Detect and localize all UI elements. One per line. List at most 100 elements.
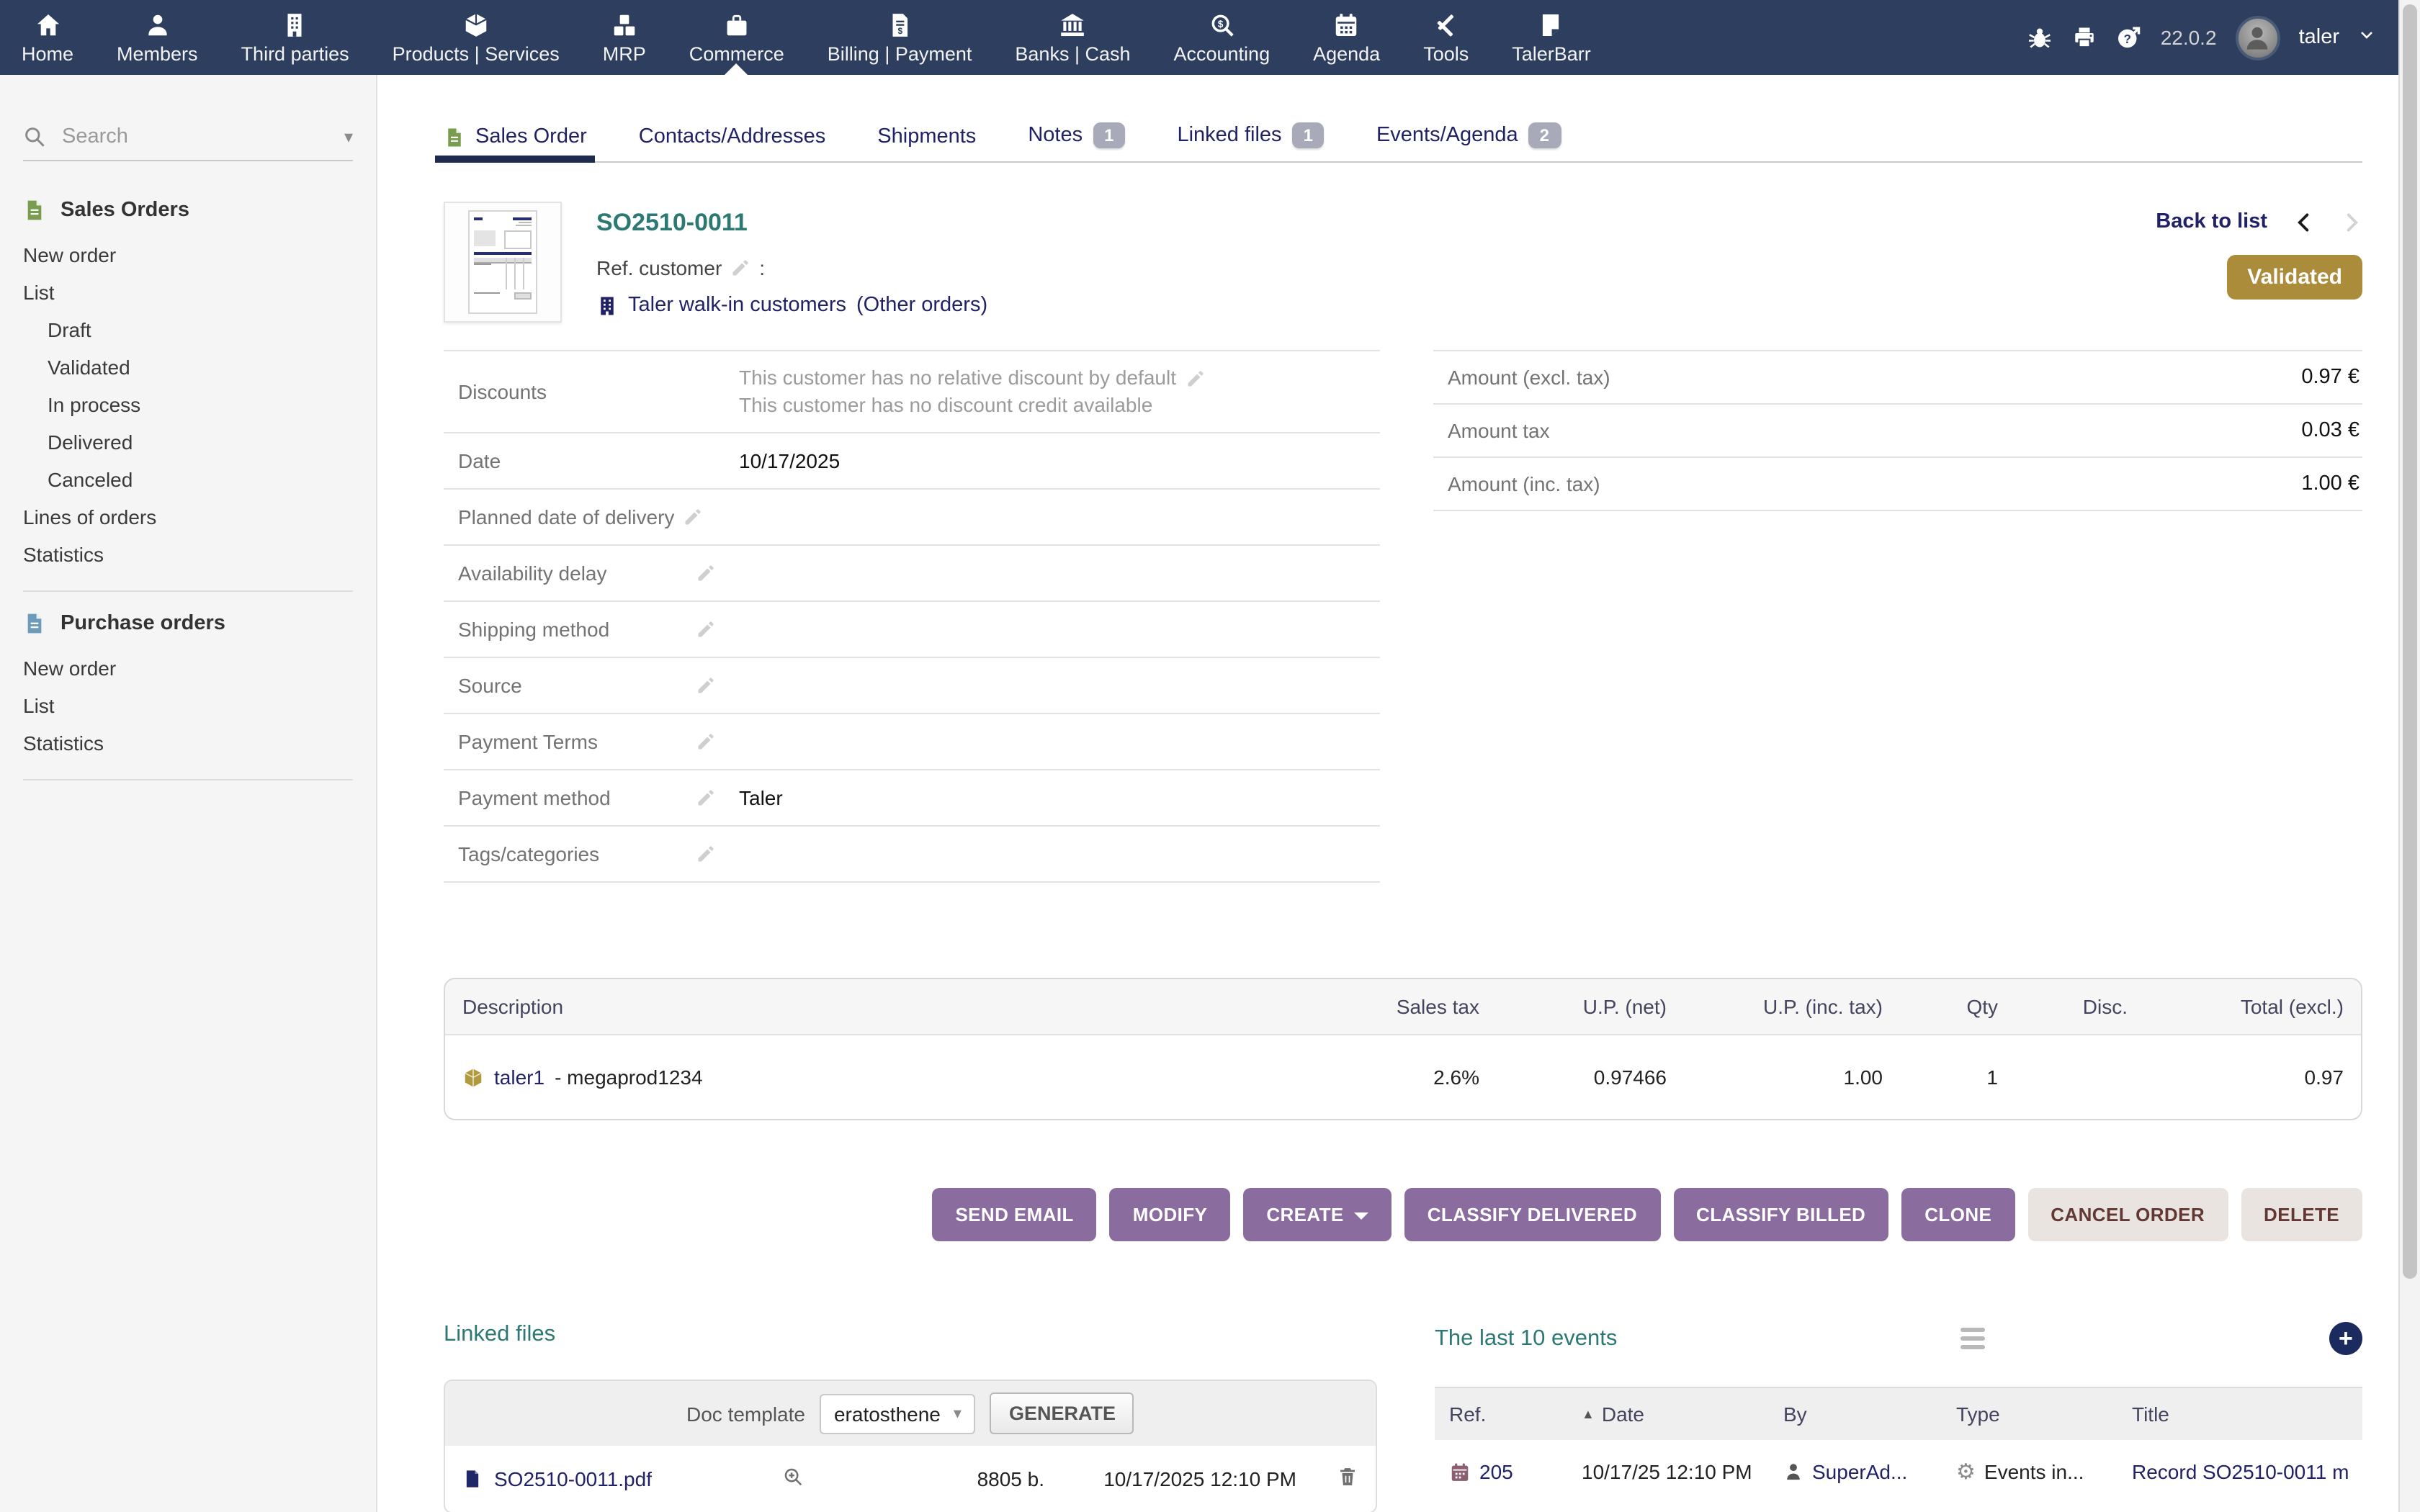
tab-sales-order[interactable]: Sales Order xyxy=(444,125,587,148)
tab-notes[interactable]: Notes1 xyxy=(1028,122,1125,148)
customer-link[interactable]: Taler walk-in customers xyxy=(628,294,846,317)
nav-mrp[interactable]: MRP xyxy=(581,0,668,75)
events-col-type[interactable]: Type xyxy=(1956,1403,2132,1426)
pagination-row: Back to list xyxy=(2156,210,2362,233)
print-icon[interactable] xyxy=(2071,24,2097,50)
linked-file-link[interactable]: SO2510-0011.pdf xyxy=(494,1467,652,1490)
nav-accounting-label: Accounting xyxy=(1174,42,1270,64)
linked-files-toolbar: Doc template eratosthene ▾ GENERATE xyxy=(445,1381,1376,1446)
edit-pencil-icon[interactable] xyxy=(730,258,750,278)
purchase-orders-heading[interactable]: Purchase orders xyxy=(0,612,376,635)
sidebar-item-purchase-statistics[interactable]: Statistics xyxy=(0,724,376,762)
sidebar-item-sales-validated[interactable]: Validated xyxy=(0,348,376,386)
edit-pencil-icon[interactable] xyxy=(696,675,716,696)
nav-accounting[interactable]: $ Accounting xyxy=(1152,0,1292,75)
field-row-availability-delay: Availability delay xyxy=(444,544,1380,600)
notes-count-badge: 1 xyxy=(1093,122,1125,148)
sidebar-item-sales-list[interactable]: List xyxy=(0,274,376,311)
nav-agenda[interactable]: Agenda xyxy=(1291,0,1402,75)
sales-orders-heading[interactable]: Sales Orders xyxy=(0,199,376,222)
edit-pencil-icon[interactable] xyxy=(696,619,716,639)
send-email-button[interactable]: SEND EMAIL xyxy=(932,1188,1096,1241)
tab-events-agenda[interactable]: Events/Agenda2 xyxy=(1376,122,1561,148)
discounts-label: Discounts xyxy=(444,380,739,403)
sidebar-item-sales-statistics[interactable]: Statistics xyxy=(0,536,376,573)
tab-linked-files[interactable]: Linked files1 xyxy=(1177,122,1324,148)
edit-pencil-icon[interactable] xyxy=(1185,368,1205,388)
nav-tools[interactable]: Tools xyxy=(1402,0,1490,75)
sidebar-item-sales-new-order[interactable]: New order xyxy=(0,236,376,274)
ref-customer-colon: : xyxy=(759,256,765,279)
sidebar-item-sales-delivered[interactable]: Delivered xyxy=(0,423,376,461)
preview-zoom-icon[interactable] xyxy=(781,1466,803,1492)
events-col-date[interactable]: ▲ Date xyxy=(1582,1403,1783,1426)
sidebar-item-sales-draft[interactable]: Draft xyxy=(0,311,376,348)
delete-file-trash-icon[interactable] xyxy=(1337,1466,1358,1492)
search-icon xyxy=(23,125,46,148)
nav-home[interactable]: Home xyxy=(0,0,95,75)
customer-other-orders-link[interactable]: (Other orders) xyxy=(856,294,987,317)
clone-button[interactable]: CLONE xyxy=(1901,1188,2015,1241)
order-lines-table: Description Sales tax U.P. (net) U.P. (i… xyxy=(444,978,2362,1120)
sidebar-item-sales-canceled[interactable]: Canceled xyxy=(0,461,376,498)
event-title-link[interactable]: Record SO2510-0011 modifi xyxy=(2132,1460,2348,1483)
help-icon[interactable]: ? xyxy=(2116,24,2142,50)
classify-billed-button[interactable]: CLASSIFY BILLED xyxy=(1673,1188,1888,1241)
discounts-line2: This customer has no discount credit ava… xyxy=(739,392,1205,419)
planned-delivery-label: Planned date of delivery xyxy=(458,505,674,528)
line-up-inc: 1.00 xyxy=(1667,1066,1883,1089)
generate-button[interactable]: GENERATE xyxy=(990,1392,1134,1434)
username-label[interactable]: taler xyxy=(2299,26,2339,49)
events-col-title[interactable]: Title xyxy=(2132,1403,2348,1426)
main-content: Sales Order Contacts/Addresses Shipments… xyxy=(377,75,2398,1512)
user-avatar[interactable] xyxy=(2236,15,2280,60)
document-preview-thumbnail[interactable] xyxy=(444,202,562,323)
edit-pencil-icon[interactable] xyxy=(696,732,716,752)
modify-button[interactable]: MODIFY xyxy=(1110,1188,1231,1241)
cubes-icon xyxy=(611,11,638,38)
add-event-button[interactable]: + xyxy=(2329,1322,2362,1355)
event-user-link[interactable]: SuperAd... xyxy=(1812,1460,1907,1483)
edit-pencil-icon[interactable] xyxy=(696,844,716,864)
nav-billing-payment[interactable]: $ Billing | Payment xyxy=(806,0,994,75)
search-input[interactable] xyxy=(59,124,344,150)
tab-shipments[interactable]: Shipments xyxy=(877,125,976,148)
edit-pencil-icon[interactable] xyxy=(683,507,703,527)
nav-members[interactable]: Members xyxy=(95,0,220,75)
sidebar-item-purchase-list[interactable]: List xyxy=(0,687,376,724)
nav-talerbarr[interactable]: TalerBarr xyxy=(1490,0,1613,75)
page-scrollbar[interactable] xyxy=(2398,0,2420,1512)
previous-record-chevron-icon[interactable] xyxy=(2293,211,2315,233)
scrollbar-thumb[interactable] xyxy=(2403,4,2417,1279)
tab-events-agenda-label: Events/Agenda xyxy=(1376,124,1518,147)
list-view-icon[interactable] xyxy=(1961,1328,1986,1349)
nav-third-parties[interactable]: Third parties xyxy=(220,0,371,75)
sidebar-item-purchase-new-order[interactable]: New order xyxy=(0,649,376,687)
version-label: 22.0.2 xyxy=(2161,26,2217,49)
nav-commerce[interactable]: Commerce xyxy=(668,0,806,75)
create-button[interactable]: CREATE xyxy=(1243,1188,1391,1241)
cancel-order-button[interactable]: CANCEL ORDER xyxy=(2027,1188,2228,1241)
edit-pencil-icon[interactable] xyxy=(696,563,716,583)
classify-delivered-button[interactable]: CLASSIFY DELIVERED xyxy=(1404,1188,1660,1241)
nav-products-services[interactable]: Products | Services xyxy=(371,0,581,75)
product-link[interactable]: taler1 xyxy=(494,1066,544,1089)
amount-tax-row: Amount tax 0.03 € xyxy=(1433,403,2362,456)
events-col-by[interactable]: By xyxy=(1783,1403,1956,1426)
product-description-suffix: - megaprod1234 xyxy=(555,1066,703,1089)
tab-contacts-addresses[interactable]: Contacts/Addresses xyxy=(639,125,826,148)
search-dropdown-caret-icon[interactable]: ▾ xyxy=(344,127,353,147)
events-col-ref[interactable]: Ref. xyxy=(1449,1403,1582,1426)
back-to-list-link[interactable]: Back to list xyxy=(2156,210,2267,233)
doc-template-select[interactable]: eratosthene ▾ xyxy=(820,1393,976,1434)
bug-icon[interactable] xyxy=(2027,24,2053,50)
sidebar-item-sales-lines-of-orders[interactable]: Lines of orders xyxy=(0,498,376,536)
event-ref-link[interactable]: 205 xyxy=(1479,1460,1513,1483)
sidebar-item-sales-in-process[interactable]: In process xyxy=(0,386,376,423)
nav-banks-cash[interactable]: Banks | Cash xyxy=(993,0,1152,75)
modify-label: MODIFY xyxy=(1133,1204,1208,1225)
delete-button[interactable]: DELETE xyxy=(2241,1188,2362,1241)
edit-pencil-icon[interactable] xyxy=(696,788,716,808)
calendar-icon xyxy=(1333,11,1361,38)
user-menu-chevron-icon[interactable] xyxy=(2358,24,2375,50)
